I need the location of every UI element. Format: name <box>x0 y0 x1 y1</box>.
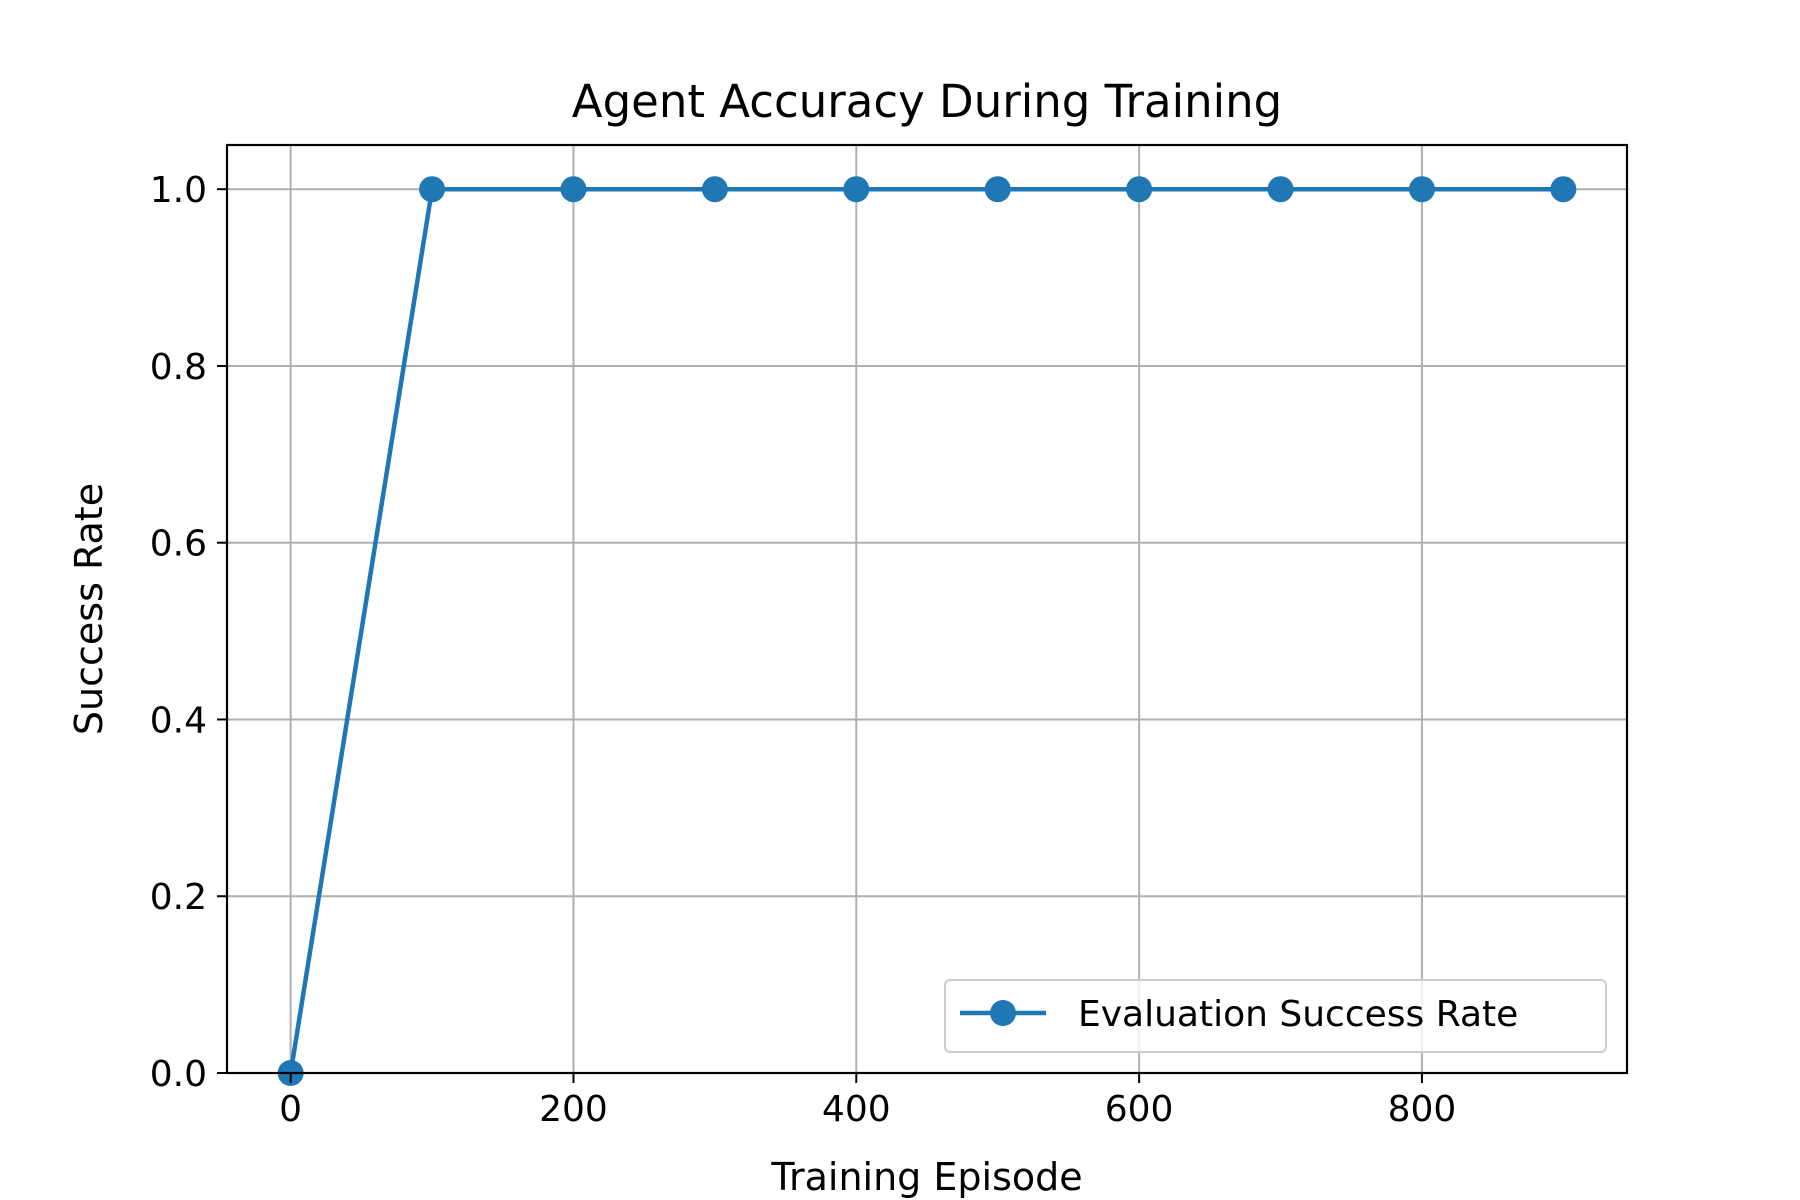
x-tick-label: 800 <box>1388 1089 1457 1130</box>
data-point <box>1126 176 1153 203</box>
series-layer <box>277 176 1577 1086</box>
legend-label: Evaluation Success Rate <box>1078 994 1518 1035</box>
data-point <box>843 176 870 203</box>
data-point <box>1550 176 1577 203</box>
y-tick-label: 0.4 <box>150 700 207 741</box>
x-tick-label: 200 <box>539 1089 608 1130</box>
x-tick-label: 400 <box>822 1089 891 1130</box>
data-point <box>701 176 728 203</box>
data-point <box>419 176 446 203</box>
y-tick-label: 1.0 <box>150 170 207 211</box>
x-axis-label: Training Episode <box>770 1155 1082 1199</box>
y-tick-label: 0.6 <box>150 524 207 565</box>
chart-title: Agent Accuracy During Training <box>572 75 1282 128</box>
x-tick-label: 600 <box>1105 1089 1174 1130</box>
legend-marker-sample <box>990 1000 1016 1026</box>
legend-box <box>944 979 1607 1053</box>
data-point <box>984 176 1011 203</box>
y-tick-label: 0.0 <box>150 1054 207 1095</box>
ticks: 0 200 400 600 800 0.0 0.2 0.4 0.6 0.8 1.0 <box>150 170 1457 1130</box>
data-point <box>560 176 587 203</box>
y-tick-label: 0.8 <box>150 347 207 388</box>
plot-frame <box>225 143 1629 1075</box>
y-tick-label: 0.2 <box>150 877 207 918</box>
y-axis-label: Success Rate <box>67 483 111 735</box>
data-point <box>1267 176 1294 203</box>
data-point <box>1408 176 1435 203</box>
series-line <box>288 186 1564 1074</box>
legend: Evaluation Success Rate <box>944 979 1607 1053</box>
x-tick-label: 0 <box>279 1089 302 1130</box>
